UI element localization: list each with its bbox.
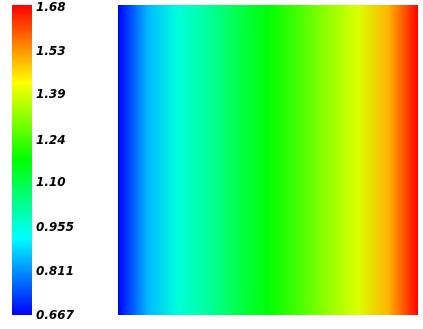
colorbar-tick-labels: 1.68 1.53 1.39 1.24 1.10 0.955 0.811 0.667 xyxy=(36,0,106,329)
colorbar-tick-label: 0.667 xyxy=(36,308,74,322)
colorbar-tick-label: 1.10 xyxy=(36,175,66,190)
colorbar-tick-label: 1.53 xyxy=(36,43,66,58)
colorbar-tick-label: 0.955 xyxy=(36,219,74,234)
colorbar-gradient xyxy=(12,5,32,315)
field-heatmap xyxy=(118,5,418,315)
colorbar-tick-label: 1.68 xyxy=(36,0,66,14)
colorbar-tick-label: 1.39 xyxy=(36,86,66,101)
colorbar xyxy=(12,5,32,315)
colorbar-tick-label: 0.811 xyxy=(36,263,74,278)
field-heatmap-fill xyxy=(118,5,418,315)
colorbar-tick-label: 1.24 xyxy=(36,132,66,147)
